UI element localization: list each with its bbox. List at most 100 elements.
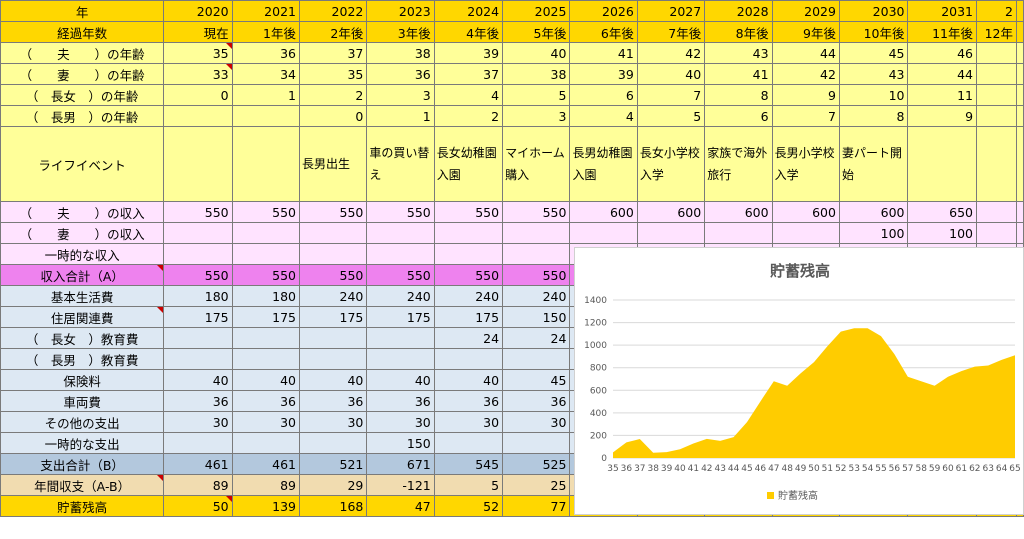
expense-row-cell[interactable]: 24 — [433, 327, 504, 349]
age-row-label[interactable]: （ 夫 ）の年齢 — [0, 42, 165, 64]
year-row-cell[interactable]: 2020 — [163, 0, 233, 22]
life-event-row-cell[interactable]: 長女幼稚園入園 — [433, 126, 504, 202]
elapsed-row-cell[interactable]: 10年後 — [838, 21, 909, 43]
expense-row-label[interactable]: 基本生活費 — [0, 285, 165, 307]
age-row-cell[interactable]: 35 — [163, 42, 233, 64]
age-row-cell[interactable]: 37 — [433, 63, 504, 85]
elapsed-row-cell[interactable]: 2年後 — [298, 21, 368, 43]
age-row-cell[interactable]: 2 — [298, 84, 368, 106]
expense-row-cell[interactable]: 30 — [231, 411, 300, 433]
expense-row-cell[interactable]: 30 — [433, 411, 504, 433]
annual-balance-row-cell[interactable]: 89 — [163, 474, 233, 496]
income-row-cell[interactable]: 550 — [163, 201, 233, 223]
year-row-cell[interactable]: 2030 — [838, 0, 909, 22]
expense-row-cell[interactable]: 240 — [366, 285, 435, 307]
age-row-cell[interactable]: 4 — [569, 105, 638, 127]
income-row-cell[interactable] — [366, 243, 435, 265]
age-row-cell[interactable]: 38 — [366, 42, 435, 64]
age-row-cell[interactable]: 3 — [502, 105, 571, 127]
expense-total-row-cell[interactable]: 461 — [163, 453, 233, 475]
expense-row-cell[interactable]: 240 — [298, 285, 368, 307]
expense-row-cell[interactable]: 40 — [163, 369, 233, 391]
income-row-cell[interactable] — [366, 222, 435, 244]
age-row-cell[interactable]: 7 — [636, 84, 706, 106]
year-row-cell[interactable]: 2023 — [366, 0, 435, 22]
year-row-cell[interactable]: 2025 — [502, 0, 571, 22]
age-row-cell[interactable] — [231, 105, 300, 127]
income-total-row-label[interactable]: 収入合計（A） — [0, 264, 165, 286]
expense-row-cell[interactable] — [502, 348, 571, 370]
annual-balance-row-cell[interactable]: 89 — [231, 474, 300, 496]
savings-row-cell[interactable]: 168 — [298, 495, 368, 517]
year-row-cell[interactable]: 2022 — [298, 0, 368, 22]
income-total-row-cell[interactable]: 550 — [163, 264, 233, 286]
life-event-row-cell[interactable] — [907, 126, 978, 202]
overflow-cell[interactable] — [1016, 42, 1024, 64]
age-row-cell[interactable]: 9 — [907, 105, 978, 127]
age-row-cell[interactable]: 39 — [433, 42, 504, 64]
expense-row-cell[interactable] — [231, 327, 300, 349]
expense-row-cell[interactable]: 30 — [502, 411, 571, 433]
expense-row-label[interactable]: 車両費 — [0, 390, 165, 412]
income-row-cell[interactable]: 650 — [907, 201, 978, 223]
year-row-cell[interactable]: 2 — [976, 0, 1017, 22]
expense-row-cell[interactable]: 175 — [298, 306, 368, 328]
income-row-cell[interactable] — [502, 243, 571, 265]
elapsed-row-cell[interactable]: 11年後 — [907, 21, 978, 43]
expense-row-cell[interactable] — [298, 432, 368, 454]
annual-balance-row-cell[interactable]: -121 — [366, 474, 435, 496]
year-row-label[interactable]: 年 — [0, 0, 165, 22]
overflow-cell[interactable] — [1016, 222, 1024, 244]
age-row-cell[interactable]: 37 — [298, 42, 368, 64]
expense-row-cell[interactable]: 30 — [298, 411, 368, 433]
age-row-cell[interactable] — [976, 105, 1017, 127]
age-row-cell[interactable]: 2 — [433, 105, 504, 127]
life-event-row-cell[interactable]: 妻パート開始 — [838, 126, 909, 202]
age-row-cell[interactable]: 8 — [838, 105, 909, 127]
age-row-cell[interactable]: 36 — [231, 42, 300, 64]
expense-row-cell[interactable]: 36 — [231, 390, 300, 412]
elapsed-row-cell[interactable]: 4年後 — [433, 21, 504, 43]
income-row-cell[interactable] — [771, 222, 840, 244]
year-row-cell[interactable]: 2026 — [569, 0, 638, 22]
expense-row-cell[interactable]: 36 — [502, 390, 571, 412]
age-row-label[interactable]: （ 妻 ）の年齢 — [0, 63, 165, 85]
life-event-row-cell[interactable]: 長男小学校入学 — [771, 126, 840, 202]
income-row-cell[interactable] — [433, 222, 504, 244]
age-row-cell[interactable]: 36 — [366, 63, 435, 85]
age-row-cell[interactable]: 4 — [433, 84, 504, 106]
expense-row-cell[interactable] — [231, 348, 300, 370]
elapsed-row-cell[interactable]: 7年後 — [636, 21, 706, 43]
overflow-cell[interactable] — [1016, 105, 1024, 127]
age-row-cell[interactable]: 34 — [231, 63, 300, 85]
overflow-cell[interactable] — [1016, 63, 1024, 85]
expense-row-cell[interactable]: 45 — [502, 369, 571, 391]
income-row-cell[interactable]: 600 — [636, 201, 706, 223]
income-row-cell[interactable] — [298, 243, 368, 265]
income-row-cell[interactable] — [163, 222, 233, 244]
age-row-cell[interactable]: 5 — [636, 105, 706, 127]
life-event-row-cell[interactable]: 家族で海外旅行 — [704, 126, 773, 202]
age-row-cell[interactable]: 39 — [569, 63, 638, 85]
expense-row-cell[interactable] — [163, 348, 233, 370]
age-row-cell[interactable]: 5 — [502, 84, 571, 106]
age-row-cell[interactable]: 11 — [907, 84, 978, 106]
income-row-cell[interactable] — [636, 222, 706, 244]
income-total-row-cell[interactable]: 550 — [298, 264, 368, 286]
age-row-cell[interactable]: 3 — [366, 84, 435, 106]
expense-row-cell[interactable]: 150 — [366, 432, 435, 454]
overflow-cell[interactable] — [1016, 21, 1024, 43]
expense-row-cell[interactable]: 40 — [231, 369, 300, 391]
savings-row-cell[interactable]: 139 — [231, 495, 300, 517]
income-row-cell[interactable]: 100 — [907, 222, 978, 244]
expense-total-row-cell[interactable]: 525 — [502, 453, 571, 475]
age-row-cell[interactable]: 43 — [704, 42, 773, 64]
savings-row-cell[interactable]: 47 — [366, 495, 435, 517]
income-row-cell[interactable]: 600 — [838, 201, 909, 223]
elapsed-row-cell[interactable]: 6年後 — [569, 21, 638, 43]
age-row-cell[interactable]: 40 — [636, 63, 706, 85]
age-row-cell[interactable]: 41 — [704, 63, 773, 85]
age-row-cell[interactable]: 35 — [298, 63, 368, 85]
age-row-cell[interactable]: 6 — [569, 84, 638, 106]
expense-row-cell[interactable] — [366, 327, 435, 349]
